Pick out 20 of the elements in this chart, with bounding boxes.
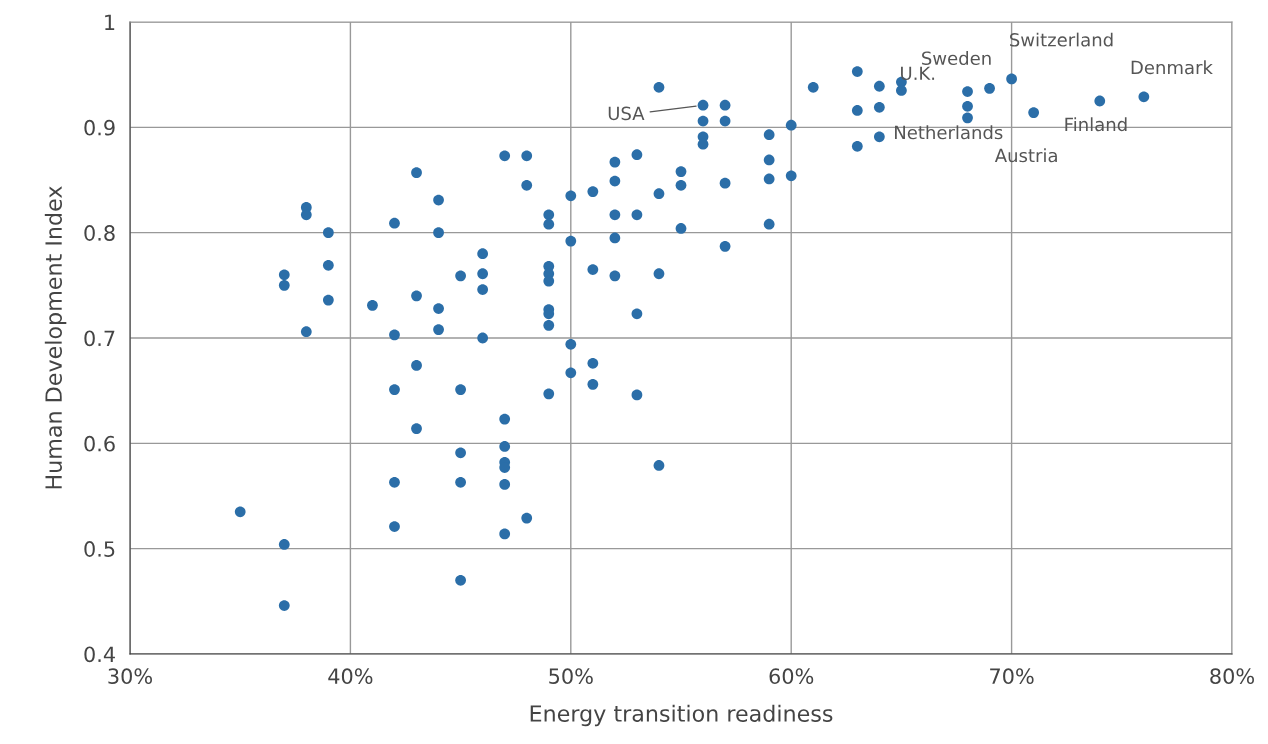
x-tick-label: 80% bbox=[1210, 668, 1254, 685]
annotation: U.K. bbox=[901, 66, 935, 81]
y-tick-label: 0.9 bbox=[84, 119, 115, 136]
x-tick-label: 60% bbox=[769, 668, 814, 685]
annotation: Netherlands bbox=[895, 125, 1003, 140]
y-tick-label: 0.7 bbox=[84, 330, 115, 347]
y-axis-title: Human Development Index bbox=[44, 186, 67, 489]
x-tick-label: 30% bbox=[108, 668, 152, 685]
x-tick-label: 70% bbox=[990, 668, 1034, 685]
y-tick-label: 0.4 bbox=[84, 646, 115, 663]
x-axis-title: Energy transition readiness bbox=[530, 704, 833, 727]
y-tick-label: 0.6 bbox=[84, 435, 115, 452]
y-tick-label: 0.5 bbox=[84, 541, 115, 557]
y-tick-label: 1 bbox=[105, 14, 115, 30]
annotation: Sweden bbox=[922, 51, 991, 66]
y-tick-label: 0.8 bbox=[84, 225, 115, 241]
annotation: Denmark bbox=[1131, 60, 1213, 75]
x-tick-label: 40% bbox=[328, 668, 373, 685]
x-tick-label: 50% bbox=[549, 668, 593, 685]
annotation: USA bbox=[608, 106, 645, 121]
